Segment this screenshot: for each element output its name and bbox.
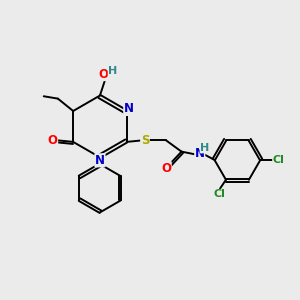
Text: O: O: [161, 162, 171, 175]
Text: H: H: [200, 143, 209, 153]
Text: O: O: [99, 68, 109, 80]
Text: N: N: [195, 148, 205, 160]
Text: H: H: [108, 66, 117, 76]
Text: Cl: Cl: [273, 155, 285, 165]
Text: N: N: [95, 154, 105, 167]
Text: Cl: Cl: [214, 190, 225, 200]
Text: O: O: [48, 134, 58, 147]
Text: N: N: [124, 102, 134, 116]
Text: S: S: [141, 134, 149, 147]
